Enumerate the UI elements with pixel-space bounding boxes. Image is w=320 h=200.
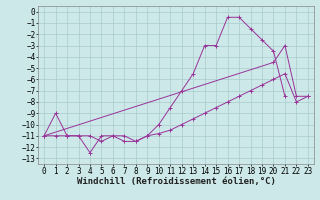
X-axis label: Windchill (Refroidissement éolien,°C): Windchill (Refroidissement éolien,°C) xyxy=(76,177,276,186)
